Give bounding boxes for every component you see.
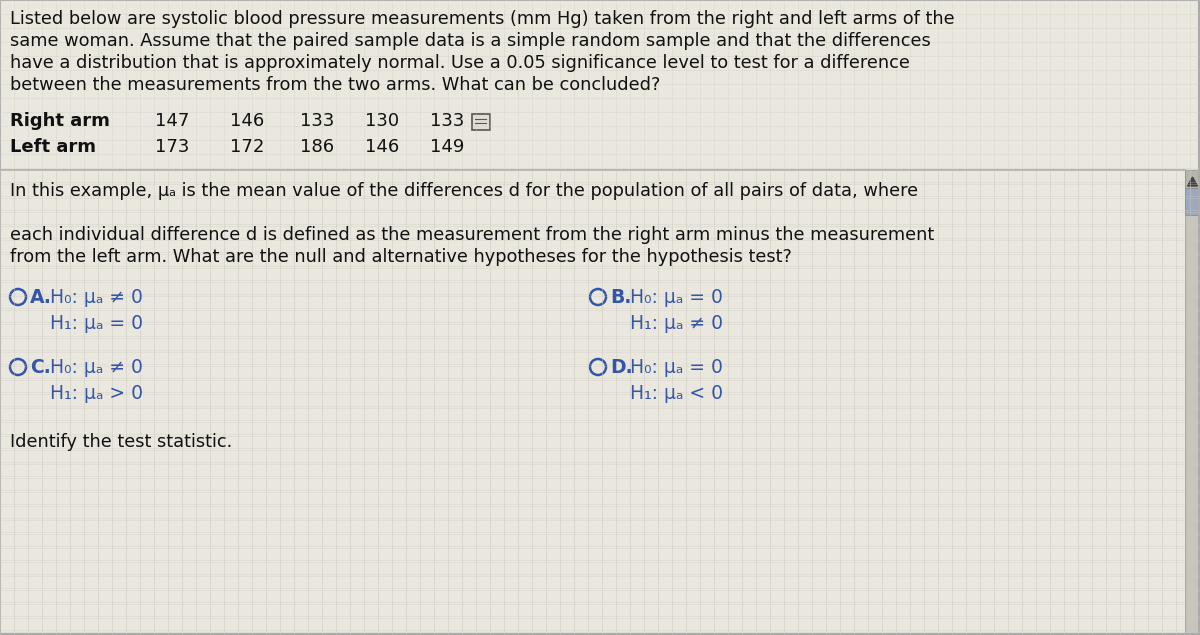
Text: same woman. Assume that the paired sample data is a simple random sample and tha: same woman. Assume that the paired sampl… xyxy=(10,32,931,50)
Text: 172: 172 xyxy=(230,138,264,156)
Text: H₀: μₐ ≠ 0: H₀: μₐ ≠ 0 xyxy=(50,288,143,307)
Text: Listed below are systolic blood pressure measurements (mm Hg) taken from the rig: Listed below are systolic blood pressure… xyxy=(10,10,955,28)
Text: Identify the test statistic.: Identify the test statistic. xyxy=(10,433,233,451)
FancyBboxPatch shape xyxy=(1186,170,1200,635)
Text: from the left arm. What are the null and alternative hypotheses for the hypothes: from the left arm. What are the null and… xyxy=(10,248,792,266)
Text: Right arm: Right arm xyxy=(10,112,110,130)
Text: 130: 130 xyxy=(365,112,400,130)
Circle shape xyxy=(10,359,26,375)
Text: In this example, μₐ is the mean value of the differences d for the population of: In this example, μₐ is the mean value of… xyxy=(10,182,918,200)
Text: H₁: μₐ > 0: H₁: μₐ > 0 xyxy=(50,384,143,403)
FancyBboxPatch shape xyxy=(1186,188,1200,215)
Text: H₁: μₐ = 0: H₁: μₐ = 0 xyxy=(50,314,143,333)
Text: 186: 186 xyxy=(300,138,334,156)
Text: Left arm: Left arm xyxy=(10,138,96,156)
Text: 133: 133 xyxy=(430,112,464,130)
Text: have a distribution that is approximately normal. Use a 0.05 significance level : have a distribution that is approximatel… xyxy=(10,54,910,72)
Text: 147: 147 xyxy=(155,112,190,130)
FancyBboxPatch shape xyxy=(0,170,1186,635)
Text: B.: B. xyxy=(610,288,631,307)
Text: H₁: μₐ ≠ 0: H₁: μₐ ≠ 0 xyxy=(630,314,722,333)
Text: 149: 149 xyxy=(430,138,464,156)
Polygon shape xyxy=(1188,177,1198,186)
Text: 146: 146 xyxy=(230,112,264,130)
FancyBboxPatch shape xyxy=(472,114,490,130)
Circle shape xyxy=(590,359,606,375)
Circle shape xyxy=(10,289,26,305)
Text: H₀: μₐ = 0: H₀: μₐ = 0 xyxy=(630,288,722,307)
Text: 133: 133 xyxy=(300,112,335,130)
Text: H₀: μₐ = 0: H₀: μₐ = 0 xyxy=(630,358,722,377)
FancyBboxPatch shape xyxy=(1186,170,1200,188)
Text: between the measurements from the two arms. What can be concluded?: between the measurements from the two ar… xyxy=(10,76,660,94)
Text: 146: 146 xyxy=(365,138,400,156)
Text: 173: 173 xyxy=(155,138,190,156)
Text: D.: D. xyxy=(610,358,632,377)
Text: each individual difference d is defined as the measurement from the right arm mi: each individual difference d is defined … xyxy=(10,226,935,244)
Text: H₁: μₐ < 0: H₁: μₐ < 0 xyxy=(630,384,722,403)
Text: H₀: μₐ ≠ 0: H₀: μₐ ≠ 0 xyxy=(50,358,143,377)
Text: A.: A. xyxy=(30,288,52,307)
FancyBboxPatch shape xyxy=(0,0,1200,230)
Circle shape xyxy=(590,289,606,305)
Text: C.: C. xyxy=(30,358,50,377)
